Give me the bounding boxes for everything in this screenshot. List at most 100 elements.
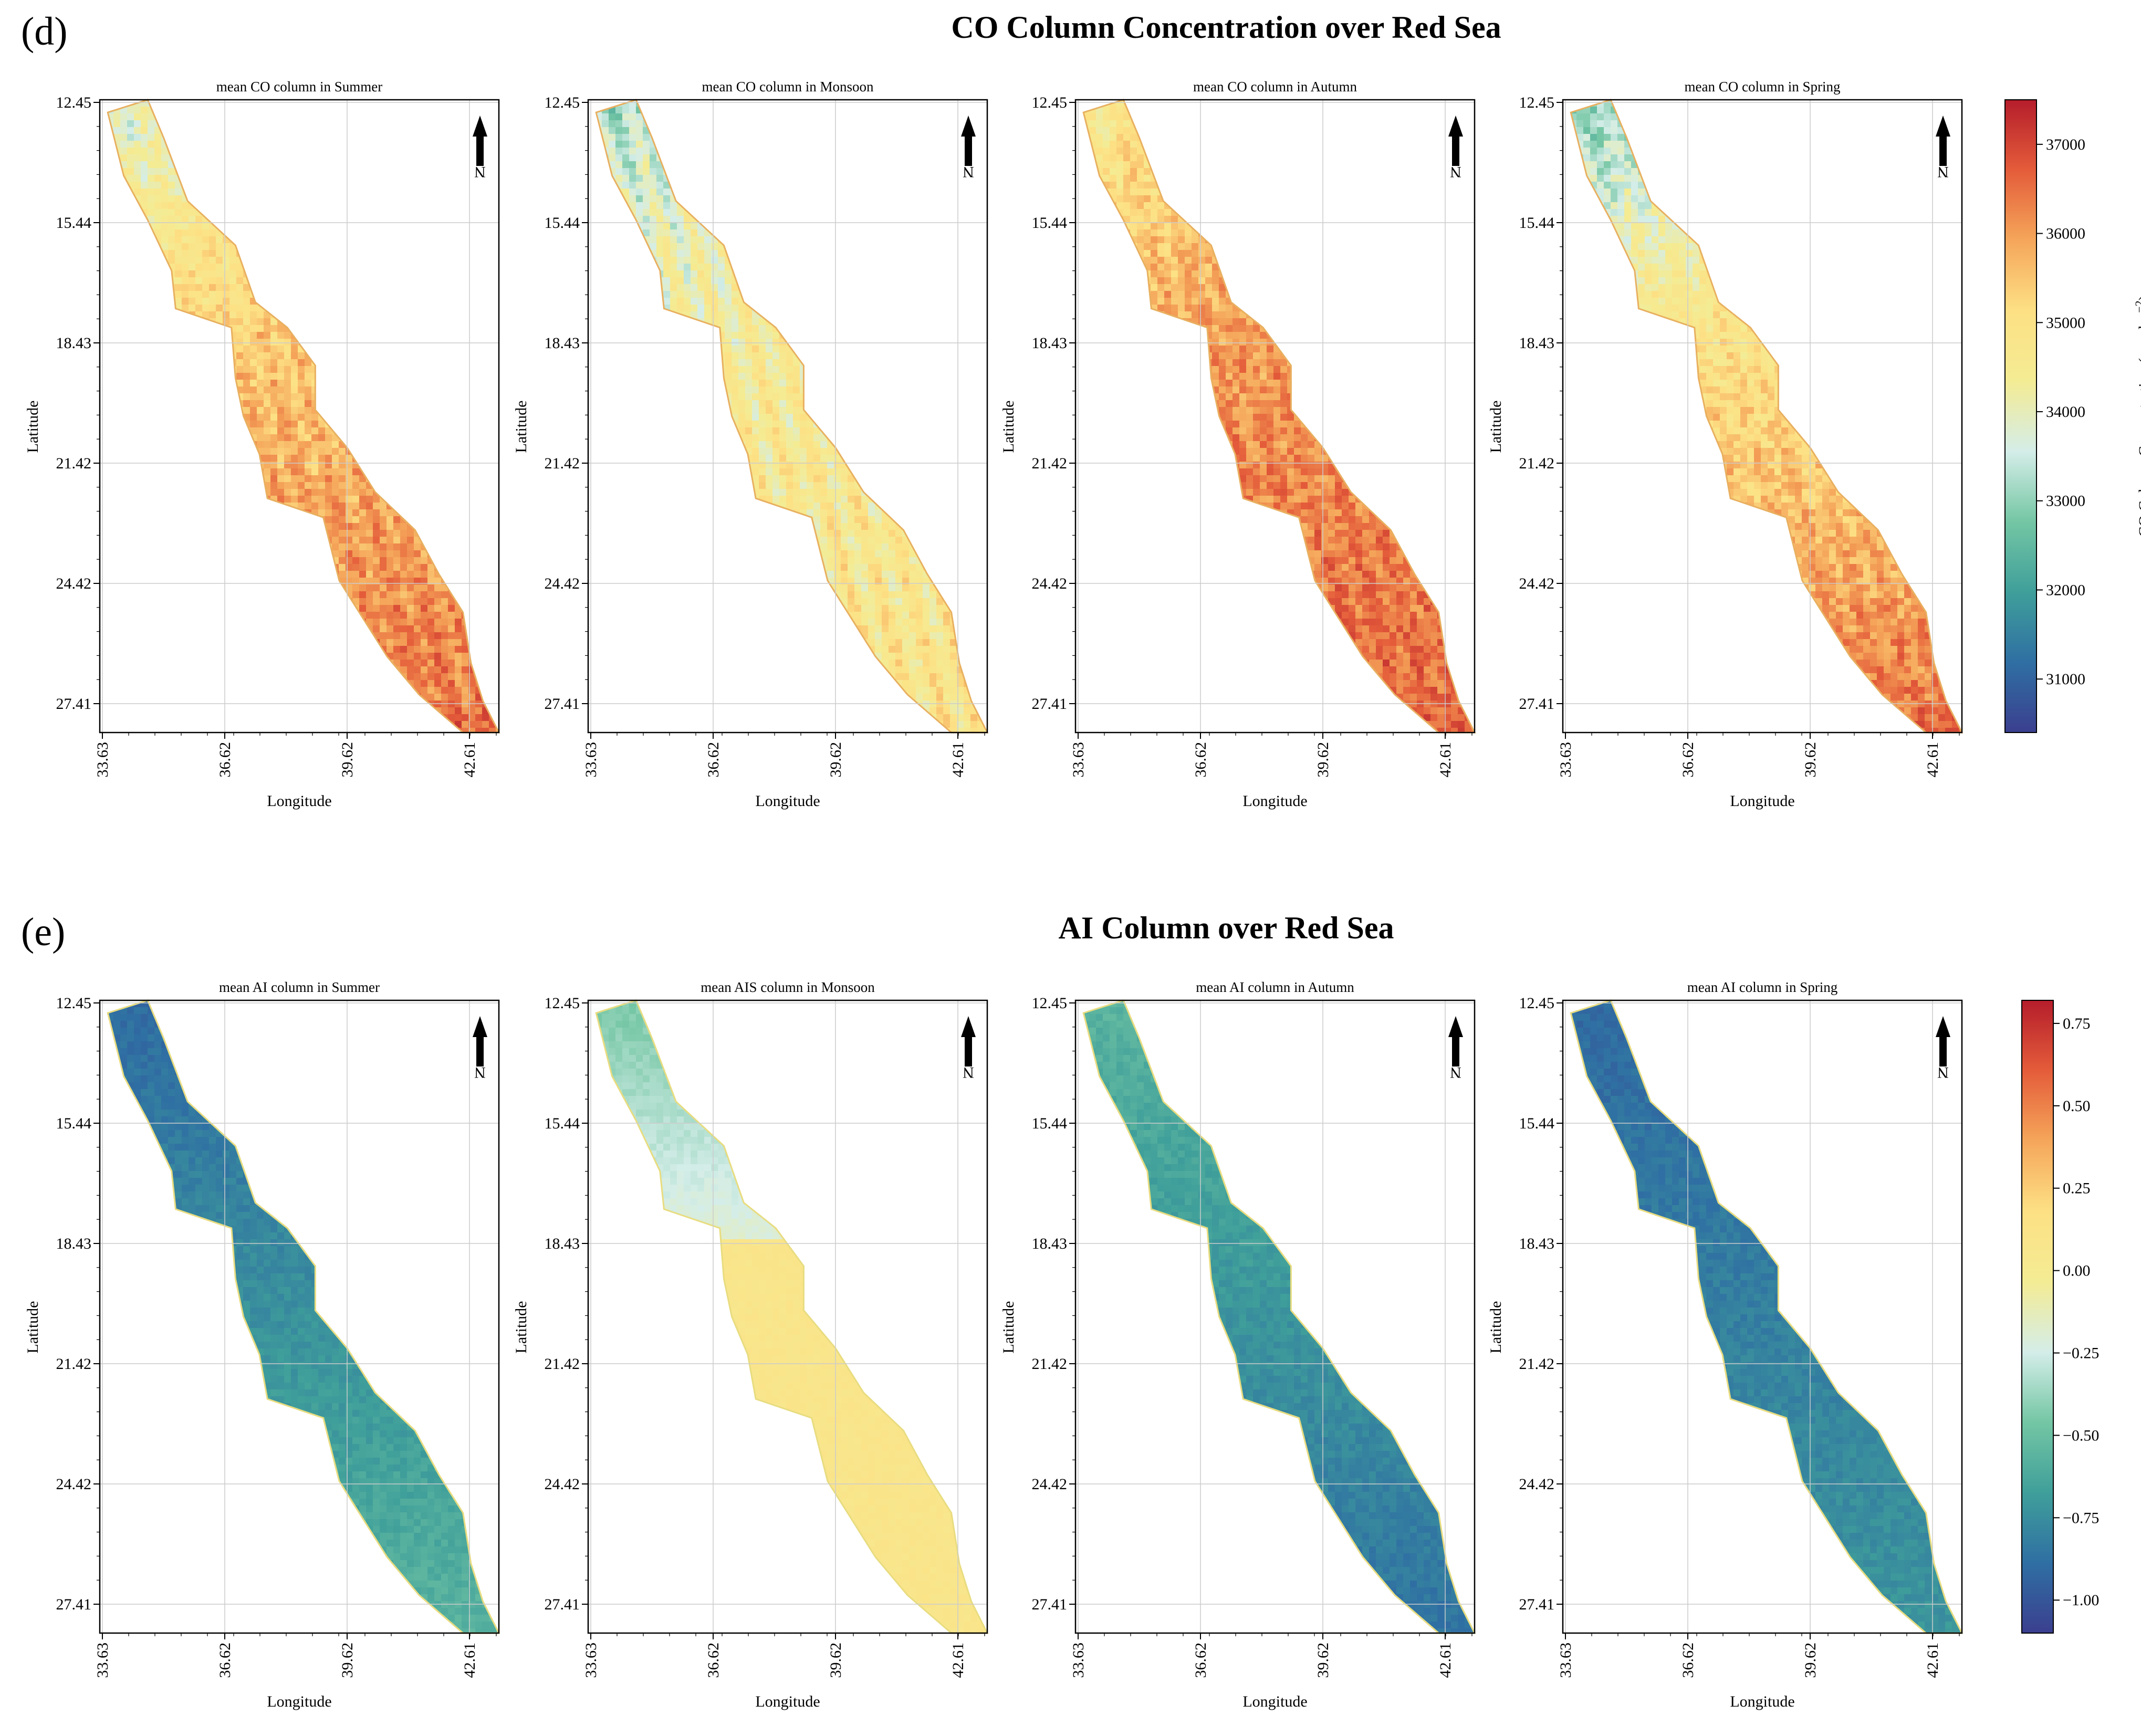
heat-cell bbox=[202, 646, 210, 653]
heat-cell bbox=[305, 134, 312, 141]
heat-cell bbox=[127, 448, 134, 455]
heat-cell bbox=[414, 571, 421, 578]
heat-cell bbox=[475, 209, 483, 216]
heat-cell bbox=[134, 113, 141, 121]
heat-cell bbox=[434, 175, 442, 182]
heat-cell bbox=[366, 434, 373, 442]
heat-cell bbox=[175, 462, 182, 469]
heat-cell bbox=[441, 243, 448, 250]
heat-cell bbox=[175, 537, 182, 544]
heat-cell bbox=[270, 202, 278, 210]
heat-cell bbox=[298, 598, 305, 605]
heat-cell bbox=[243, 516, 250, 524]
heat-cell bbox=[161, 646, 169, 653]
heat-cell bbox=[209, 113, 216, 121]
heat-cell bbox=[250, 509, 257, 517]
heat-cell bbox=[448, 325, 455, 332]
heat-cell bbox=[148, 434, 155, 442]
heat-cell bbox=[161, 386, 169, 394]
heat-cell bbox=[127, 270, 134, 278]
heat-cell bbox=[427, 250, 435, 257]
heat-cell bbox=[400, 530, 408, 537]
heat-cell bbox=[414, 318, 421, 326]
heat-cell bbox=[229, 673, 237, 681]
heat-cell bbox=[311, 195, 319, 203]
heat-cell bbox=[134, 311, 141, 319]
heat-cell bbox=[311, 441, 319, 448]
heat-cell bbox=[448, 189, 455, 196]
heat-cell bbox=[455, 564, 462, 571]
heat-cell bbox=[448, 475, 455, 483]
heat-cell bbox=[277, 141, 285, 148]
heat-cell bbox=[387, 332, 394, 339]
heat-cell bbox=[168, 441, 175, 448]
heat-cell bbox=[100, 168, 107, 175]
heat-cell bbox=[387, 318, 394, 326]
heat-cell bbox=[270, 284, 278, 291]
heat-cell bbox=[277, 653, 285, 660]
heat-cell bbox=[462, 154, 469, 162]
heat-cell bbox=[182, 291, 189, 298]
heat-cell bbox=[462, 100, 469, 107]
heat-cell bbox=[175, 366, 182, 373]
heat-cell bbox=[216, 509, 223, 517]
heat-cell bbox=[108, 236, 114, 244]
heat-cell bbox=[223, 400, 230, 407]
heat-cell bbox=[325, 380, 332, 387]
heat-cell bbox=[373, 195, 380, 203]
heat-cell bbox=[216, 625, 223, 633]
heat-cell bbox=[134, 537, 141, 544]
heat-cell bbox=[373, 516, 380, 524]
heat-cell bbox=[373, 660, 380, 667]
heat-cell bbox=[141, 154, 148, 162]
heat-cell bbox=[223, 673, 230, 681]
heat-cell bbox=[455, 380, 462, 387]
heat-cell bbox=[270, 557, 278, 564]
heat-cell bbox=[243, 646, 250, 653]
heat-cell bbox=[141, 141, 148, 148]
heat-cell bbox=[291, 612, 298, 619]
heat-cell bbox=[475, 359, 483, 367]
heat-cell bbox=[318, 530, 326, 537]
heat-cell bbox=[243, 209, 250, 216]
heat-cell bbox=[141, 148, 148, 155]
heat-cell bbox=[209, 325, 216, 332]
heat-cell bbox=[202, 311, 210, 319]
heat-cell bbox=[250, 421, 257, 428]
heat-cell bbox=[318, 441, 326, 448]
heat-cell bbox=[400, 537, 408, 544]
heat-cell bbox=[407, 359, 414, 367]
heat-cell bbox=[393, 148, 401, 155]
heat-cell bbox=[209, 359, 216, 367]
heat-cell bbox=[270, 632, 278, 640]
heat-cell bbox=[366, 318, 373, 326]
heat-cell bbox=[209, 100, 216, 107]
heat-cell bbox=[284, 441, 291, 448]
heat-cell bbox=[216, 352, 223, 360]
heat-cell bbox=[250, 639, 257, 646]
heat-cell bbox=[332, 625, 339, 633]
heat-cell bbox=[373, 475, 380, 483]
heat-cell bbox=[168, 400, 175, 407]
heat-cell bbox=[120, 236, 128, 244]
heat-cell bbox=[134, 373, 141, 380]
heat-cell bbox=[182, 475, 189, 483]
heat-cell bbox=[216, 339, 223, 346]
heat-cell bbox=[195, 393, 203, 401]
heat-cell bbox=[223, 373, 230, 380]
heat-cell bbox=[311, 496, 319, 503]
heat-cell bbox=[441, 113, 448, 121]
heat-cell bbox=[108, 359, 114, 367]
heat-cell bbox=[339, 462, 346, 469]
heat-cell bbox=[202, 455, 210, 462]
heat-cell bbox=[195, 462, 203, 469]
heat-cell bbox=[236, 141, 244, 148]
heat-cell bbox=[339, 107, 346, 114]
heat-cell bbox=[366, 639, 373, 646]
heat-cell bbox=[325, 195, 332, 203]
heat-cell bbox=[216, 359, 223, 367]
heat-cell bbox=[195, 619, 203, 626]
heat-cell bbox=[359, 414, 367, 421]
heat-cell bbox=[380, 598, 387, 605]
heat-cell bbox=[366, 250, 373, 257]
